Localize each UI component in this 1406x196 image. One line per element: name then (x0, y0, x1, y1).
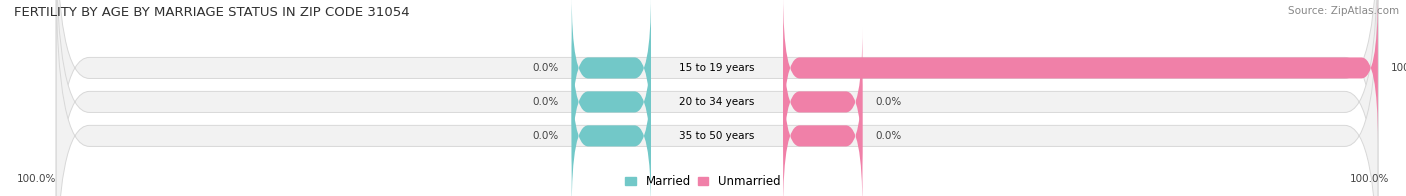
FancyBboxPatch shape (56, 0, 1378, 196)
Text: Source: ZipAtlas.com: Source: ZipAtlas.com (1288, 6, 1399, 16)
Text: 0.0%: 0.0% (876, 97, 901, 107)
Text: 15 to 19 years: 15 to 19 years (679, 63, 755, 73)
Text: 0.0%: 0.0% (533, 131, 558, 141)
FancyBboxPatch shape (572, 62, 651, 196)
Text: 0.0%: 0.0% (533, 63, 558, 73)
Text: 0.0%: 0.0% (876, 131, 901, 141)
Text: 100.0%: 100.0% (1350, 174, 1389, 184)
FancyBboxPatch shape (572, 27, 651, 176)
FancyBboxPatch shape (56, 0, 1378, 196)
FancyBboxPatch shape (783, 62, 862, 196)
Text: 100.0%: 100.0% (17, 174, 56, 184)
FancyBboxPatch shape (783, 27, 862, 176)
Text: 0.0%: 0.0% (533, 97, 558, 107)
FancyBboxPatch shape (783, 0, 1378, 142)
Text: 100.0%: 100.0% (1391, 63, 1406, 73)
Text: 35 to 50 years: 35 to 50 years (679, 131, 755, 141)
Text: FERTILITY BY AGE BY MARRIAGE STATUS IN ZIP CODE 31054: FERTILITY BY AGE BY MARRIAGE STATUS IN Z… (14, 6, 409, 19)
FancyBboxPatch shape (56, 0, 1378, 196)
Text: 20 to 34 years: 20 to 34 years (679, 97, 755, 107)
Legend: Married, Unmarried: Married, Unmarried (626, 175, 780, 188)
FancyBboxPatch shape (572, 0, 651, 142)
